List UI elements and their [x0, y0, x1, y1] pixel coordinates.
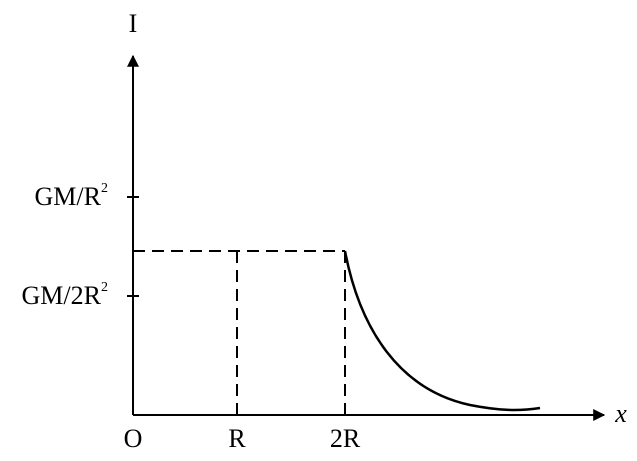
x-mark-label: 2R: [330, 424, 361, 453]
y-mark-sup: 2: [101, 181, 108, 196]
x-axis-label: x: [614, 399, 627, 428]
y-mark-label: GM/2R2: [22, 280, 108, 310]
y-mark-base: GM/R: [35, 182, 102, 211]
y-mark-label: GM/R2: [35, 181, 108, 211]
field-curve: [343, 250, 541, 412]
origin-label: O: [124, 424, 143, 453]
y-mark-sup: 2: [101, 280, 108, 295]
y-mark-base: GM/2R: [22, 281, 102, 310]
x-mark-label: R: [228, 424, 246, 453]
y-axis-label: I: [129, 9, 138, 38]
